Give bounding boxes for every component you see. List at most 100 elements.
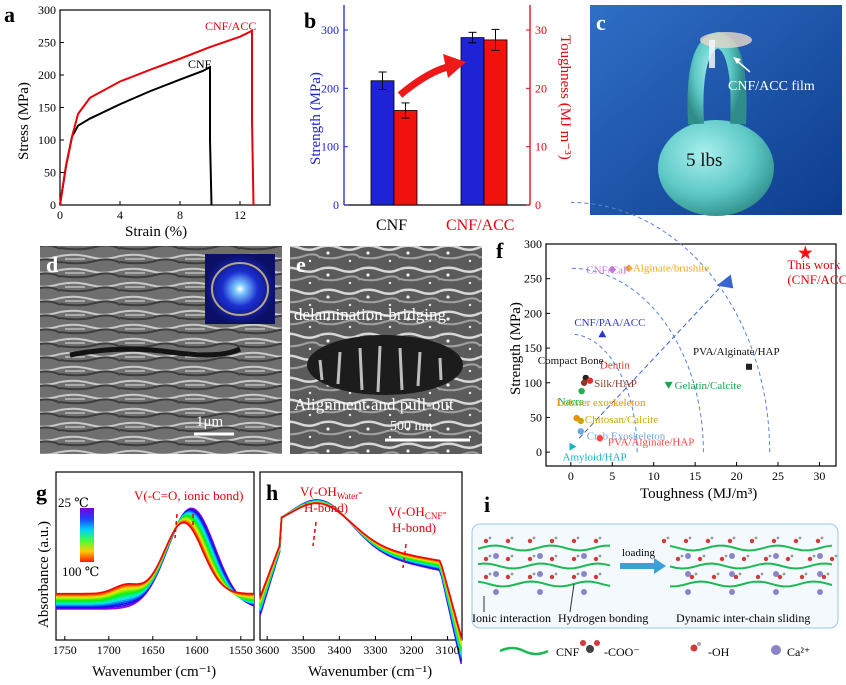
oxygen-atom xyxy=(549,574,555,580)
hydrogen-atom xyxy=(576,572,580,576)
panel-c-pointer-head xyxy=(733,57,741,64)
oxygen-atom xyxy=(549,556,555,562)
panel-h-annotation-2: V(-OHCNF- xyxy=(388,504,447,521)
panel-b-left-tick-label: 100 xyxy=(321,140,339,154)
calcium-ion xyxy=(685,571,691,577)
panel-f-point xyxy=(664,381,673,389)
calcium-ion xyxy=(817,571,823,577)
panel-f-point-label: CNF/CaP xyxy=(586,265,629,277)
panel-a-curve-cnf xyxy=(59,65,213,206)
oxygen-atom xyxy=(675,556,681,562)
panel-f-point xyxy=(746,363,752,370)
panel-h-label: h xyxy=(266,480,278,505)
panel-g-xtick-label: 1650 xyxy=(141,643,165,657)
calcium-ion xyxy=(537,571,543,577)
hydrogen-atom xyxy=(716,572,720,576)
panel-f-guide-arc xyxy=(570,201,771,453)
panel-e-sem: e delamination-bridging Alignment and pu… xyxy=(290,246,482,454)
hydrogen-atom xyxy=(724,554,728,558)
hydrogen-atom xyxy=(754,536,758,540)
panel-b-ticks: 0 100 200 300 0 10 20 30 xyxy=(321,23,547,212)
panel-h-marker-1 xyxy=(312,521,317,547)
oxygen-atom xyxy=(527,556,533,562)
panel-f-point-label: Amyloid/HAP xyxy=(563,452,627,464)
oxygen-atom xyxy=(777,574,783,580)
cnf-chains xyxy=(477,536,838,595)
calcium-ion xyxy=(685,589,691,595)
panel-h-xtick-label: 3200 xyxy=(400,643,424,657)
panel-f-ytick-label: 0 xyxy=(536,445,542,459)
panel-h-xtick-label: 3600 xyxy=(255,643,279,657)
panel-a-cnf-label: CNF xyxy=(188,57,212,71)
legend-cnf-label: CNF xyxy=(556,645,580,659)
panel-b-left-tick-label: 0 xyxy=(333,198,339,212)
panel-f-point xyxy=(624,264,633,273)
calcium-ion xyxy=(581,553,587,559)
hydrogen-atom xyxy=(826,572,830,576)
panel-h-xtick-label: 3500 xyxy=(291,643,315,657)
panel-i-label: i xyxy=(484,492,490,517)
panel-a-xtick-label: 4 xyxy=(117,208,123,222)
panel-h-annotation-1b: H-bond) xyxy=(304,500,348,515)
oxygen-atom xyxy=(741,556,747,562)
panel-f-point-label: CNF/PAA/ACC xyxy=(574,317,645,329)
legend-coo-swatch xyxy=(586,645,594,653)
panel-d-sem: d 1μm xyxy=(40,246,282,454)
legend-oh-label: -OH xyxy=(708,645,730,659)
oxygen-atom xyxy=(763,556,769,562)
oxygen-atom xyxy=(593,556,599,562)
panel-f-point-label: (CNF/ACC) xyxy=(787,272,846,287)
oxygen-atom xyxy=(661,538,667,544)
panel-f-ytick-label: 50 xyxy=(530,410,542,424)
oxygen-atom xyxy=(815,538,821,544)
cnf-chain xyxy=(477,562,611,570)
hydrogen-atom xyxy=(666,536,670,540)
panel-f-guide-arcs xyxy=(570,201,771,453)
oxygen-atom xyxy=(733,574,739,580)
panel-b-bar-strength xyxy=(370,80,395,206)
hydrogen-atom xyxy=(710,536,714,540)
kettlebell-body xyxy=(658,120,774,216)
oxygen-atom xyxy=(483,538,489,544)
panel-g-xtick-label: 1750 xyxy=(53,643,77,657)
temp-low-label: 100 ℃ xyxy=(62,564,99,579)
oxygen-atom xyxy=(571,538,577,544)
oxygen-atom xyxy=(683,538,689,544)
panel-f-point xyxy=(596,435,604,442)
calcium-ion xyxy=(537,553,543,559)
panel-f-y-axis-label: Strength (MPa) xyxy=(508,302,524,395)
hydrogen-atom xyxy=(702,554,706,558)
hbond-pointer xyxy=(569,583,575,613)
panel-f-point-label: Lobster exoskeleton xyxy=(557,397,646,409)
panel-f-xtick-label: 30 xyxy=(813,469,825,483)
panel-c-photo: c CNF/ACC film 5 lbs xyxy=(590,5,842,216)
calcium-ion xyxy=(773,589,779,595)
panel-h-xtick-label: 3100 xyxy=(436,643,460,657)
calcium-ion xyxy=(729,553,735,559)
hydrogen-atom xyxy=(694,572,698,576)
oxygen-atom xyxy=(799,574,805,580)
oxygen-atom xyxy=(505,538,511,544)
panel-a-xtick-label: 0 xyxy=(57,208,63,222)
hydrogen-atom xyxy=(510,572,514,576)
oxygen-atom xyxy=(727,538,733,544)
panel-a-xtick-label: 8 xyxy=(177,208,183,222)
panel-h: h 3600 3500 3400 3300 3200 3100 V(-OHWater- H… xyxy=(255,471,463,680)
panel-e-text-delamination: delamination-bridging xyxy=(294,305,447,324)
oxygen-atom xyxy=(505,556,511,562)
calcium-ion xyxy=(773,553,779,559)
sliding-label: Dynamic inter-chain sliding xyxy=(676,611,810,625)
hydrogen-atom xyxy=(532,536,536,540)
calcium-ion xyxy=(493,571,499,577)
temp-high-label: 25 ℃ xyxy=(58,495,89,510)
panel-b-bar-toughness xyxy=(483,39,508,206)
panel-h-xtick-label: 3300 xyxy=(363,643,387,657)
panel-f-point xyxy=(608,265,617,274)
cnf-chain xyxy=(669,562,833,570)
panel-b-right-tick-label: 30 xyxy=(535,23,547,37)
panel-f-label: f xyxy=(496,238,504,263)
panel-b-left-tick-label: 200 xyxy=(321,81,339,95)
panel-f-point-label: PVA/Alginate/HAP xyxy=(608,436,695,448)
panel-f-point-label: Silk/HAP xyxy=(594,378,637,390)
